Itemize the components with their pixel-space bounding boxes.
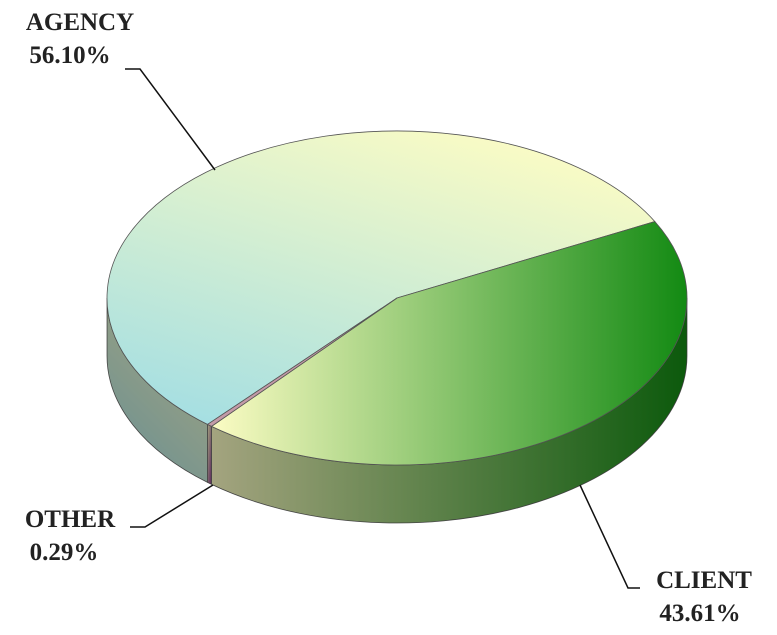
slice-value-label: 0.29% — [30, 539, 99, 566]
leader-line — [579, 484, 640, 589]
slice-value-label: 43.61% — [659, 600, 740, 627]
leader-line — [130, 484, 214, 528]
leader-line — [125, 68, 216, 171]
slice-label: OTHER — [25, 506, 116, 533]
slice-side-shade — [107, 298, 208, 483]
slice-side-shade — [211, 298, 687, 524]
slice — [206, 297, 398, 427]
slice-value-label: 56.10% — [29, 42, 110, 69]
pie-sides — [106, 297, 688, 524]
slice-label: AGENCY — [26, 9, 134, 36]
slice — [210, 221, 688, 466]
slice-label: CLIENT — [656, 567, 752, 594]
pie-tops — [106, 130, 688, 466]
slice-side-shade — [207, 424, 212, 485]
slice — [106, 130, 656, 425]
